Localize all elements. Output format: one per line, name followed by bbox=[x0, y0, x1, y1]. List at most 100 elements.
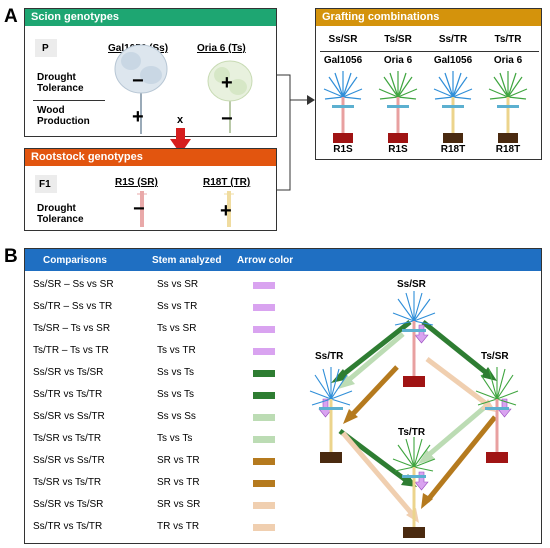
grafted-plants-illustration bbox=[323, 71, 528, 143]
combo-rootstock-2: R1S bbox=[388, 144, 408, 155]
grafting-header: Grafting combinations bbox=[316, 9, 541, 26]
grafted-plant-icon bbox=[433, 71, 473, 143]
stem-analyzed-text: Ts vs TR bbox=[157, 345, 196, 356]
arrow-color-swatch bbox=[253, 524, 275, 531]
scion-same-arrows bbox=[338, 332, 487, 464]
arrow-color-swatch bbox=[253, 282, 275, 289]
rootstock-trait-drought: Drought Tolerance bbox=[37, 203, 84, 225]
plant-ss-tr-icon bbox=[309, 367, 353, 463]
grafted-plant-icon bbox=[323, 71, 363, 143]
grafting-combinations-panel: Grafting combinations Ss/SR Ts/SR Ss/TR … bbox=[315, 8, 542, 160]
arrow-color-swatch bbox=[253, 348, 275, 355]
r1s-drought-minus: − bbox=[133, 198, 145, 220]
comparison-text: Ts/SR – Ts vs SR bbox=[33, 323, 111, 334]
comparison-text: Ss/SR vs Ts/SR bbox=[33, 367, 104, 378]
stem-analyzed-text: Ss vs Ss bbox=[157, 411, 196, 422]
comparisons-header-bar bbox=[25, 249, 541, 271]
arrow-color-swatch bbox=[253, 414, 275, 421]
rootstock-genotype-2: R18T (TR) bbox=[203, 177, 251, 188]
rootstock-plants-illustration bbox=[137, 191, 234, 227]
scion-trait-drought: Drought Tolerance bbox=[37, 72, 84, 94]
scion-genotypes-panel: Scion genotypes P Gal1056 (Ss) Oria 6 (T… bbox=[24, 8, 277, 137]
rootstock-header: Rootstock genotypes bbox=[25, 149, 276, 166]
arrow-color-swatch bbox=[253, 480, 275, 487]
panel-a-letter: A bbox=[4, 6, 18, 27]
gal1056-drought-minus: − bbox=[132, 70, 144, 92]
stem-analyzed-text: SR vs TR bbox=[157, 455, 200, 466]
stem-analyzed-text: Ss vs TR bbox=[157, 301, 198, 312]
plant-ts-tr-icon bbox=[392, 437, 436, 538]
header-stem: Stem analyzed bbox=[152, 255, 222, 266]
combo-rootstock-1: R1S bbox=[333, 144, 353, 155]
scion-header: Scion genotypes bbox=[25, 9, 276, 26]
r18t-drought-plus: + bbox=[220, 200, 232, 222]
sr-vs-tr-arrows bbox=[343, 365, 497, 509]
stem-analyzed-text: SR vs TR bbox=[157, 477, 200, 488]
rootstock-genotype-1: R1S (SR) bbox=[115, 177, 158, 188]
r18t-stem-icon bbox=[224, 191, 234, 227]
grafted-plant-icon bbox=[488, 71, 528, 143]
grafting-divider bbox=[320, 51, 539, 52]
stem-analyzed-text: Ss vs SR bbox=[157, 279, 199, 290]
combo-code-3: Ss/TR bbox=[438, 34, 468, 45]
comparison-text: Ts/SR vs Ts/TR bbox=[33, 433, 102, 444]
comparison-text: Ss/SR vs Ss/TR bbox=[33, 455, 105, 466]
combo-code-1: Ss/SR bbox=[328, 34, 358, 45]
comparison-text: Ss/TR – Ss vs TR bbox=[33, 301, 113, 312]
comparison-text: Ss/SR vs Ts/SR bbox=[33, 499, 104, 510]
oria6-tree-icon bbox=[207, 60, 253, 133]
r1s-stem-icon bbox=[137, 191, 147, 227]
stem-analyzed-text: SR vs SR bbox=[157, 499, 201, 510]
combo-rootstock-4: R18T bbox=[495, 144, 521, 155]
plant-ss-sr-icon bbox=[392, 291, 436, 387]
stem-analyzed-text: TR vs TR bbox=[157, 521, 200, 532]
comparison-text: Ss/SR vs Ss/TR bbox=[33, 411, 105, 422]
gal1056-tree-icon bbox=[114, 44, 168, 134]
combo-scion-4: Oria 6 bbox=[493, 55, 523, 66]
arrow-color-swatch bbox=[253, 304, 275, 311]
oria6-wood-minus: − bbox=[221, 108, 233, 130]
comparison-text: Ss/TR vs Ts/TR bbox=[33, 389, 103, 400]
combo-code-2: Ts/SR bbox=[384, 34, 412, 45]
stem-analyzed-text: Ts vs SR bbox=[157, 323, 197, 334]
arrow-color-swatch bbox=[253, 458, 275, 465]
rootstock-generation: F1 bbox=[39, 179, 51, 190]
diagram-label-right: Ts/SR bbox=[481, 351, 509, 362]
gal1056-wood-plus: + bbox=[132, 106, 144, 128]
diagram-label-bottom: Ts/TR bbox=[398, 427, 426, 438]
combo-scion-1: Gal1056 bbox=[323, 55, 363, 66]
scion-trees-illustration bbox=[114, 44, 253, 134]
diagram-label-top: Ss/SR bbox=[397, 279, 426, 290]
comparison-text: Ss/TR vs Ts/TR bbox=[33, 521, 103, 532]
stem-analyzed-text: Ts vs Ts bbox=[157, 433, 193, 444]
arrow-color-swatch bbox=[253, 436, 275, 443]
panel-b-letter: B bbox=[4, 246, 18, 267]
oria6-drought-plus: + bbox=[221, 72, 233, 94]
stem-analyzed-text: Ss vs Ts bbox=[157, 367, 195, 378]
rootstock-generation-box: F1 bbox=[35, 175, 57, 193]
comparison-diamond-diagram bbox=[309, 291, 519, 538]
combo-rootstock-3: R18T bbox=[440, 144, 466, 155]
grafted-plant-icon bbox=[378, 71, 418, 143]
header-arrow-color: Arrow color bbox=[237, 255, 294, 266]
arrow-color-swatch bbox=[253, 370, 275, 377]
trait-divider bbox=[33, 100, 105, 101]
stem-analyzed-text: Ss vs Ts bbox=[157, 389, 195, 400]
header-comparisons: Comparisons bbox=[43, 255, 107, 266]
diagram-label-left: Ss/TR bbox=[315, 351, 344, 362]
arrow-color-swatch bbox=[253, 392, 275, 399]
comparison-text: Ts/SR vs Ts/TR bbox=[33, 477, 102, 488]
comparison-text: Ss/SR – Ss vs SR bbox=[33, 279, 114, 290]
scion-generation: P bbox=[42, 43, 49, 54]
scion-genotype-2: Oria 6 (Ts) bbox=[197, 43, 246, 54]
cross-symbol: x bbox=[177, 114, 184, 126]
comparison-text: Ts/TR – Ts vs TR bbox=[33, 345, 109, 356]
arrow-color-swatch bbox=[253, 326, 275, 333]
combo-scion-3: Gal1056 bbox=[433, 55, 473, 66]
combo-scion-2: Oria 6 bbox=[383, 55, 413, 66]
rootstock-genotypes-panel: Rootstock genotypes F1 R1S (SR) R18T (TR… bbox=[24, 148, 277, 231]
arrow-color-swatch bbox=[253, 502, 275, 509]
plant-ts-sr-icon bbox=[475, 367, 519, 463]
comparisons-panel: Comparisons Stem analyzed Arrow color Ss… bbox=[24, 248, 542, 544]
